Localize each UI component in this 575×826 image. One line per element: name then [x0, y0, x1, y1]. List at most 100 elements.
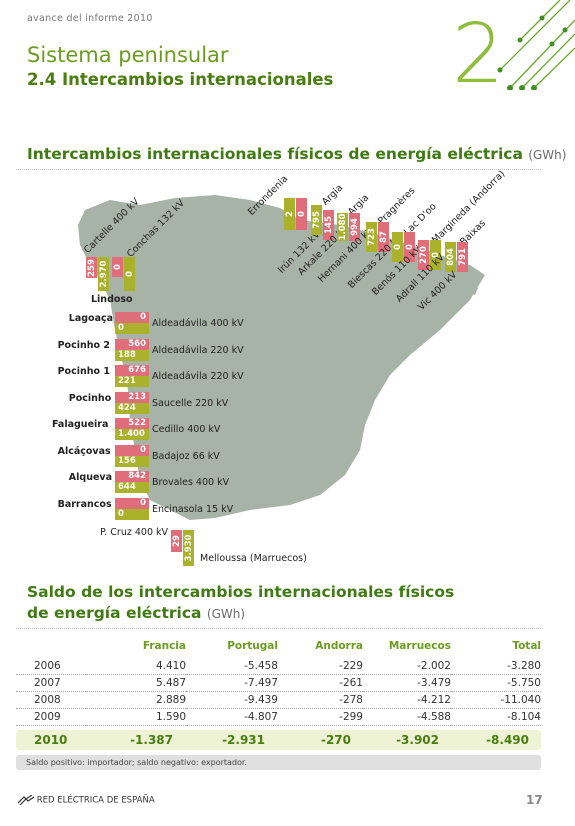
portugal-right-label: Aldeadávila 400 kV	[152, 318, 244, 329]
row-value: -2.002	[363, 658, 451, 675]
portugal-left-label: Pocinho	[68, 392, 112, 404]
portugal-import-tag: 0	[115, 497, 149, 509]
portugal-right-label: Cedillo 400 kV	[152, 424, 221, 435]
north-import-cartelle: 259	[86, 257, 97, 278]
portugal-left-label: Lagoaça	[68, 313, 114, 324]
portugal-right-label: Badajoz 66 kV	[152, 450, 220, 462]
north-export-cartelle: 2.970	[98, 257, 109, 291]
row-value: -5.458	[186, 658, 278, 675]
north-export-argia-1: 145	[323, 210, 334, 240]
lindoso-label: Lindoso	[91, 294, 133, 305]
col-marruecos: Marruecos	[388, 640, 451, 652]
total-marruecos: -3.902	[396, 733, 439, 747]
table-row: 2006 4.410 -5.458 -229 -2.002 -3.280	[16, 658, 541, 675]
morocco-export: 3.930	[183, 530, 194, 566]
north-import-argia-1: 795	[311, 205, 322, 235]
portugal-export-tag: 0	[115, 508, 149, 520]
row-value: -3.479	[363, 674, 451, 692]
saldo-table: Francia Portugal Andorra Marruecos Total…	[16, 640, 541, 726]
portugal-right-label: Aldeadávila 220 kV	[152, 344, 244, 356]
north-import-conchas: 0	[112, 257, 123, 277]
iberian-map	[78, 195, 485, 520]
portugal-import-tag: 0	[115, 444, 149, 456]
row-value: 1.590	[86, 708, 186, 726]
north-export-baixas: 791	[457, 242, 468, 272]
portugal-left-label: Alcáçovas	[57, 445, 111, 457]
row-value: -4.807	[186, 708, 278, 726]
row-year: 2006	[16, 658, 86, 675]
morocco-right-label: Melloussa (Marruecos)	[200, 553, 307, 564]
company-name: RED ELÉCTRICA DE ESPAÑA	[36, 795, 155, 806]
total-portugal: -2.931	[222, 733, 265, 747]
saldo-note: Saldo positivo: importador; saldo negati…	[16, 755, 541, 770]
section-title: Sistema peninsular	[27, 43, 229, 67]
row-value: -4.588	[363, 708, 451, 726]
portugal-import-tag: 560	[115, 338, 149, 350]
north-export-pragneres: 87	[378, 222, 389, 252]
total-andorra: -270	[320, 733, 351, 747]
portugal-import-tag: 0	[115, 312, 149, 323]
row-value: -8.104	[451, 708, 541, 726]
portugal-left-label: Pocinho 1	[57, 366, 110, 377]
table-row: 2007 5.487 -7.497 -261 -3.479 -5.750	[16, 674, 541, 692]
subsection-title: 2.4 Intercambios internacionales	[27, 70, 334, 89]
col-francia: Francia	[142, 640, 186, 652]
row-value: 4.410	[86, 658, 186, 675]
map-section-title: Intercambios internacionales físicos de …	[27, 145, 566, 163]
portugal-left-label: Falagueira	[52, 419, 109, 430]
map-unit: (GWh)	[528, 148, 567, 162]
col-andorra: Andorra	[315, 640, 363, 652]
row-value: -7.497	[186, 674, 278, 692]
portugal-right-label: Brovales 400 kV	[152, 477, 230, 488]
north-export-conchas: 0	[124, 257, 135, 291]
section-divider	[16, 169, 541, 170]
row-value: -261	[278, 674, 363, 692]
row-value: 2.889	[86, 691, 186, 709]
portugal-right-label: Encinasola 15 kV	[152, 503, 234, 515]
portugal-left-label: Pocinho 2	[57, 339, 110, 351]
portugal-export-tag: 156	[115, 455, 149, 467]
company-logo: RED ELÉCTRICA DE ESPAÑA	[17, 794, 155, 806]
saldo-title-line2: de energía eléctrica	[27, 604, 202, 622]
col-portugal: Portugal	[227, 640, 278, 652]
total-year: 2010	[34, 733, 68, 747]
north-import-margineda: 270	[418, 240, 429, 270]
north-export-argia-2: 994	[349, 213, 360, 241]
report-kicker: avance del informe 2010	[27, 13, 153, 24]
saldo-unit: (GWh)	[206, 607, 246, 621]
row-value: -5.750	[451, 674, 541, 692]
row-value: 5.487	[86, 674, 186, 692]
row-value: -299	[278, 708, 363, 726]
north-import-baixas: 804	[445, 242, 456, 272]
portugal-import-tag: 842	[115, 471, 149, 482]
morocco-left-label: P. Cruz 400 kV	[100, 527, 169, 538]
portugal-export-tag: 221	[115, 376, 149, 387]
north-export-margineda: 0	[430, 240, 441, 270]
portugal-right-label: Aldeadávila 220 kV	[152, 371, 244, 382]
row-value: -278	[278, 691, 363, 709]
row-value: -4.212	[363, 691, 451, 709]
total-francia: -1.387	[130, 733, 173, 747]
row-value: -11.040	[451, 691, 541, 709]
north-export-lacdoo: 0	[404, 232, 415, 262]
table-row: 2009 1.590 -4.807 -299 -4.588 -8.104	[16, 708, 541, 726]
col-total: Total	[512, 640, 541, 652]
portugal-export-tag: 424	[115, 402, 149, 414]
row-value: -3.280	[451, 658, 541, 675]
portugal-left-label: Barrancos	[57, 498, 112, 510]
north-export-errondenia: 0	[296, 198, 307, 230]
page-number: 17	[526, 793, 543, 807]
total-total: -8.490	[486, 733, 529, 747]
table-row: 2008 2.889 -9.439 -278 -4.212 -11.040	[16, 691, 541, 709]
portugal-left-label: Alqueva	[68, 472, 113, 483]
row-year: 2009	[16, 708, 86, 726]
portugal-import-tag: 522	[115, 418, 149, 429]
north-import-errondenia: 2	[284, 198, 295, 230]
portugal-export-tag: 188	[115, 349, 149, 361]
portugal-export-tag: 1.400	[115, 429, 149, 440]
ree-logo-icon	[17, 794, 35, 806]
row-year: 2007	[16, 674, 86, 692]
row-year: 2008	[16, 691, 86, 709]
chapter-number: 2	[452, 7, 505, 102]
portugal-export-tag: 0	[115, 323, 149, 334]
